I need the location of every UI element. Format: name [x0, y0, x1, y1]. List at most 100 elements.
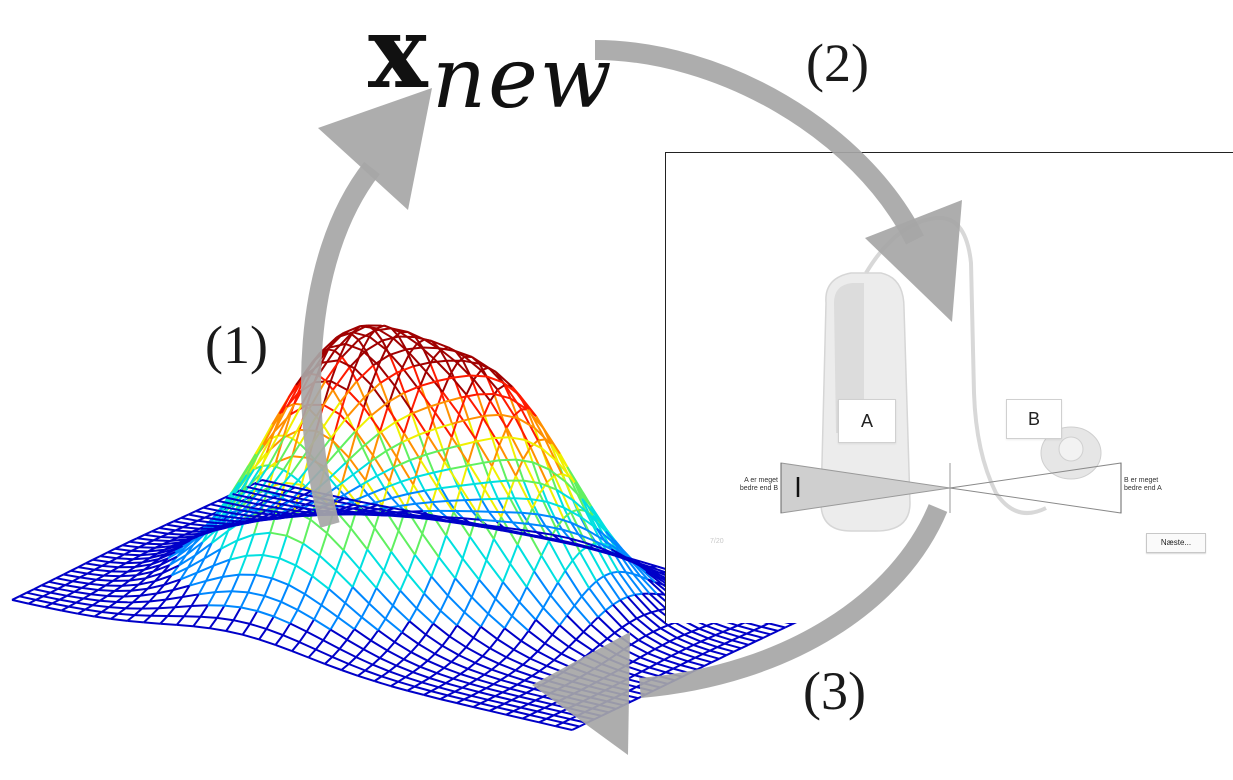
surface-mesh-line: [548, 469, 558, 490]
surface-mesh-line: [511, 601, 521, 617]
surface-mesh-line: [396, 365, 414, 374]
surface-mesh-line: [149, 598, 166, 603]
surface-mesh-line: [232, 493, 250, 499]
surface-mesh-line: [403, 658, 421, 668]
surface-mesh-line: [101, 611, 119, 615]
preference-wedge-right[interactable]: [949, 462, 1122, 514]
surface-mesh-line: [463, 698, 481, 705]
surface-mesh-line: [291, 650, 309, 659]
surface-mesh-line: [560, 710, 578, 717]
surface-mesh-line: [487, 598, 497, 615]
surface-mesh-line: [522, 480, 532, 500]
surface-mesh-line: [491, 444, 501, 467]
surface-mesh-line: [569, 511, 589, 547]
surface-mesh-line: [599, 643, 617, 656]
surface-mesh-line: [401, 367, 420, 391]
surface-mesh-line: [479, 518, 497, 522]
right-preference-label: B er meget bedre end A: [1124, 477, 1162, 493]
surface-mesh-line: [289, 622, 308, 633]
surface-mesh-line: [504, 702, 522, 709]
surface-mesh-line: [452, 677, 470, 685]
surface-mesh-line: [420, 380, 438, 387]
surface-mesh-line: [239, 489, 257, 496]
surface-mesh-line: [386, 385, 396, 408]
surface-mesh-line: [564, 481, 583, 500]
surface-mesh-line: [280, 584, 290, 603]
surface-mesh-line: [391, 327, 409, 333]
surface-mesh-line: [459, 519, 477, 525]
surface-mesh-line: [663, 658, 681, 666]
surface-mesh-line: [507, 475, 517, 496]
surface-mesh-line: [155, 584, 165, 595]
surface-mesh-line: [94, 568, 112, 573]
surface-mesh-line: [438, 686, 456, 693]
surface-mesh-line: [140, 592, 157, 597]
surface-mesh-line: [130, 587, 148, 592]
surface-mesh-line: [615, 653, 634, 663]
surface-mesh-line: [296, 593, 306, 611]
surface-mesh-line: [229, 474, 248, 502]
surface-mesh-line: [517, 683, 535, 690]
option-a-box[interactable]: A: [838, 399, 896, 443]
surface-mesh-line: [271, 577, 289, 586]
surface-mesh-line: [141, 600, 151, 610]
surface-mesh-line: [634, 594, 653, 613]
surface-mesh-line: [465, 646, 484, 658]
surface-mesh-line: [132, 595, 141, 604]
surface-mesh-line: [401, 352, 411, 369]
surface-mesh-line: [485, 526, 502, 532]
surface-mesh-line: [546, 501, 556, 518]
surface-mesh-line: [322, 639, 341, 650]
surface-mesh-line: [468, 414, 486, 421]
surface-mesh-line: [503, 526, 521, 531]
next-button[interactable]: Næste...: [1146, 533, 1206, 553]
surface-mesh-line: [680, 664, 698, 671]
surface-mesh-line: [183, 605, 193, 617]
surface-mesh-line: [375, 570, 385, 589]
surface-mesh-line: [256, 493, 274, 499]
surface-mesh-line: [526, 409, 536, 429]
surface-mesh-line: [265, 615, 275, 630]
surface-mesh-line: [277, 403, 296, 437]
surface-mesh-line: [269, 406, 288, 440]
surface-mesh-line: [500, 678, 518, 686]
surface-mesh-line: [606, 632, 616, 640]
surface-mesh-line: [353, 616, 363, 630]
surface-mesh-line: [315, 648, 333, 658]
surface-mesh-line: [247, 574, 257, 593]
surface-mesh-line: [522, 657, 531, 666]
surface-mesh-line: [437, 376, 455, 382]
surface-mesh-line: [405, 676, 423, 684]
surface-mesh-line: [11, 598, 29, 605]
surface-mesh-line: [117, 607, 127, 615]
surface-mesh-line: [678, 651, 696, 659]
surface-mesh-line: [478, 559, 488, 580]
surface-mesh-line: [533, 570, 552, 596]
surface-mesh-line: [460, 397, 470, 420]
surface-mesh-line: [388, 670, 406, 679]
surface-mesh-line: [490, 479, 508, 484]
surface-mesh-line: [197, 519, 215, 524]
surface-mesh-line: [179, 567, 189, 580]
surface-mesh-line: [443, 516, 460, 522]
surface-mesh-line: [324, 512, 341, 516]
surface-mesh-line: [452, 673, 462, 680]
surface-mesh-line: [481, 647, 491, 657]
surface-mesh-line: [388, 354, 398, 373]
surface-mesh-line: [172, 584, 190, 591]
surface-mesh-line: [329, 616, 339, 631]
surface-mesh-line: [258, 466, 277, 492]
surface-mesh-line: [213, 558, 231, 567]
surface-mesh-line: [538, 493, 558, 529]
surface-mesh-line: [511, 615, 530, 632]
option-b-box[interactable]: B: [1006, 399, 1062, 439]
surface-mesh-line: [744, 621, 762, 628]
surface-mesh-line: [601, 658, 610, 665]
surface-mesh-line: [489, 389, 499, 402]
surface-mesh-line: [100, 555, 117, 560]
surface-mesh-line: [641, 592, 660, 612]
surface-mesh-line: [344, 602, 363, 618]
surface-mesh-line: [357, 669, 366, 677]
surface-mesh-line: [603, 677, 621, 684]
surface-mesh-line: [402, 512, 420, 517]
